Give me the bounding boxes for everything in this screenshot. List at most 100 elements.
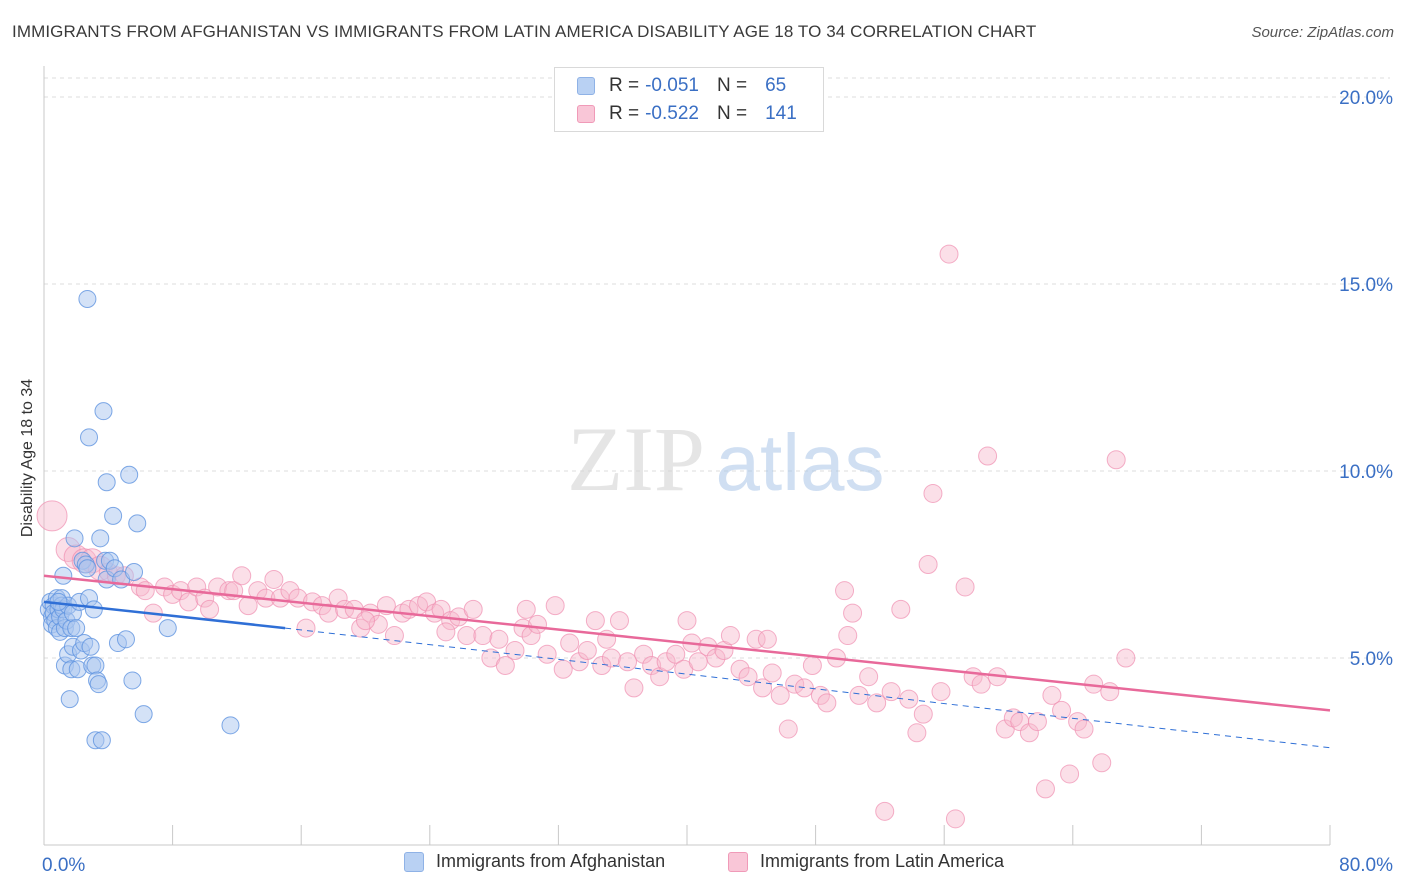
latin-america-point xyxy=(457,626,477,646)
latin-america-point xyxy=(746,629,766,649)
latin-america-point xyxy=(356,611,375,631)
latin-america-point xyxy=(875,801,895,821)
latin-america-point xyxy=(1035,779,1055,799)
latin-america-point xyxy=(843,603,863,623)
latin-america-point xyxy=(677,611,697,631)
afghanistan-point xyxy=(60,690,79,709)
latin-america-point xyxy=(560,633,580,653)
latin-america-point xyxy=(785,674,805,694)
afghanistan-points xyxy=(39,289,240,750)
legend-item-latin-america: Immigrants from Latin America xyxy=(728,851,1004,872)
latin-america-point xyxy=(859,667,879,687)
latin-america-point xyxy=(135,581,155,601)
latin-america-point xyxy=(770,685,790,705)
afghanistan-point xyxy=(80,428,99,447)
latin-america-point xyxy=(730,659,750,679)
latin-america-point xyxy=(810,685,830,705)
latin-america-trend-line xyxy=(43,574,1331,712)
latin-america-point xyxy=(319,603,339,623)
latin-america-point xyxy=(634,644,654,664)
latin-america-point xyxy=(618,652,638,672)
latin-america-point xyxy=(931,682,951,702)
latin-america-point xyxy=(264,569,284,589)
latin-america-point xyxy=(971,674,991,694)
latin-america-point xyxy=(601,648,621,668)
latin-america-point xyxy=(473,626,493,646)
latin-america-point xyxy=(1060,764,1080,784)
latin-america-point xyxy=(179,592,199,612)
latin-america-point xyxy=(945,809,965,829)
legend-swatch-latin-america xyxy=(577,105,595,123)
latin-america-point xyxy=(835,581,855,601)
latin-america-point xyxy=(1100,682,1120,702)
latin-america-point xyxy=(1106,450,1126,470)
latin-america-point xyxy=(1116,648,1136,668)
latin-america-point xyxy=(656,652,676,672)
latin-america-point xyxy=(867,693,887,713)
latin-america-point xyxy=(384,626,404,646)
legend-label-afghanistan: Immigrants from Afghanistan xyxy=(436,851,666,871)
legend-r-value: -0.051 xyxy=(645,75,699,96)
afghanistan-point xyxy=(89,675,108,694)
tick-labels: 5.0% 10.0% 15.0% 20.0% 0.0% 80.0% xyxy=(42,88,1393,876)
latin-america-point xyxy=(296,618,316,638)
legend-n-value: 141 xyxy=(765,103,797,124)
latin-america-point xyxy=(495,655,515,675)
latin-america-point xyxy=(537,644,557,664)
afghanistan-point xyxy=(92,731,111,750)
afghanistan-point xyxy=(84,600,103,619)
legend-row-afghanistan: R = -0.051 N = 65 xyxy=(577,74,786,98)
latin-america-point xyxy=(368,614,388,634)
latin-america-points xyxy=(36,244,1136,829)
source-label: Source: ZipAtlas.com xyxy=(1251,24,1394,41)
latin-america-point xyxy=(891,599,911,619)
legend-n-value: 65 xyxy=(765,75,787,96)
legend-r-value: -0.522 xyxy=(645,103,699,124)
latin-america-point xyxy=(609,611,629,631)
latin-america-point xyxy=(1068,712,1088,732)
latin-america-point xyxy=(1052,700,1072,720)
legend-item-afghanistan: Immigrants from Afghanistan xyxy=(404,851,665,872)
watermark-zip: ZIP xyxy=(567,408,705,510)
series-legend: Immigrants from Afghanistan Immigrants f… xyxy=(0,851,1406,877)
latin-america-point xyxy=(838,626,858,646)
latin-america-point xyxy=(778,719,798,739)
afghanistan-point xyxy=(221,716,240,735)
legend-r-label: R = xyxy=(609,103,640,124)
latin-america-point xyxy=(577,641,597,661)
legend-n-label: N = xyxy=(716,103,748,124)
latin-america-point xyxy=(585,611,605,631)
latin-america-point xyxy=(817,693,837,713)
watermark: ZIP atlas xyxy=(567,408,884,510)
latin-america-point xyxy=(545,596,565,616)
latin-america-point xyxy=(1042,685,1062,705)
latin-america-point xyxy=(666,644,686,664)
afghanistan-point xyxy=(81,637,100,656)
latin-america-point xyxy=(762,663,782,683)
latin-america-point xyxy=(757,629,777,649)
x-tick-label: 0.0% xyxy=(42,855,85,876)
latin-america-point xyxy=(569,652,589,672)
afghanistan-point xyxy=(54,566,73,585)
latin-america-point xyxy=(436,622,456,642)
correlation-legend: R = -0.051 N = 65 R = -0.522 N = 141 xyxy=(554,67,824,132)
latin-america-point xyxy=(1027,712,1047,732)
afghanistan-point xyxy=(104,506,123,525)
latin-america-point xyxy=(1019,723,1039,743)
legend-n-label: N = xyxy=(716,75,748,96)
latin-america-point xyxy=(720,626,740,646)
latin-america-point xyxy=(553,659,573,679)
afghanistan-point xyxy=(86,656,105,675)
trend-lines xyxy=(43,574,1331,749)
afghanistan-point xyxy=(91,529,110,548)
afghanistan-point xyxy=(125,562,144,581)
afghanistan-point xyxy=(134,705,153,724)
latin-america-point xyxy=(881,682,901,702)
latin-america-point xyxy=(208,577,228,597)
afghanistan-point xyxy=(123,671,142,690)
afghanistan-point xyxy=(78,289,97,308)
latin-america-point xyxy=(36,500,68,532)
afghanistan-point xyxy=(158,619,177,638)
axes xyxy=(43,66,1331,846)
y-tick-label: 10.0% xyxy=(1339,462,1393,483)
